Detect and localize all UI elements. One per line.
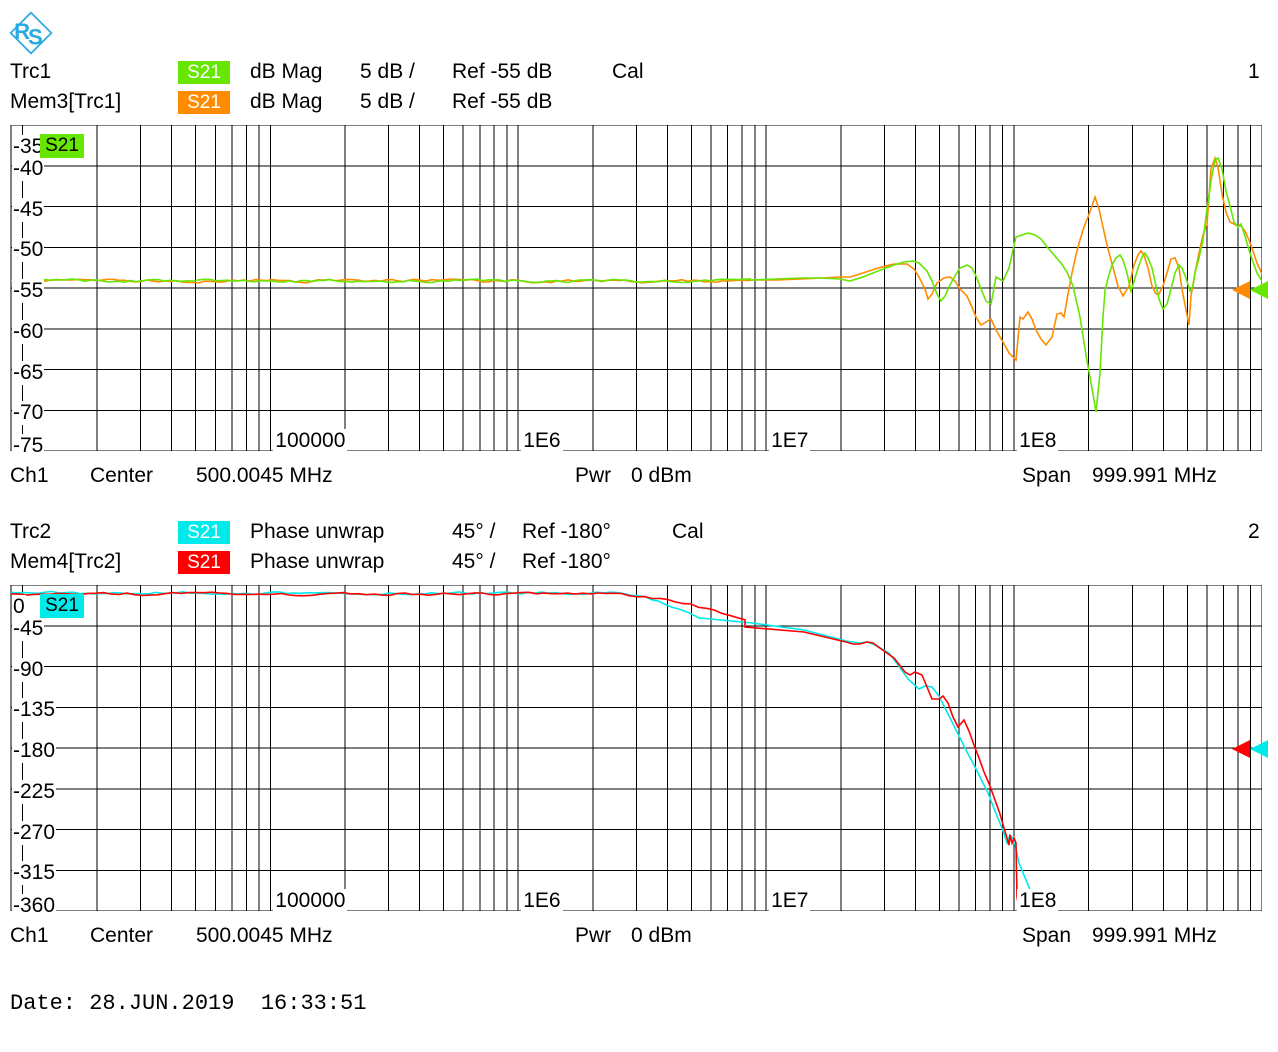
svg-text:S: S [28,25,43,50]
